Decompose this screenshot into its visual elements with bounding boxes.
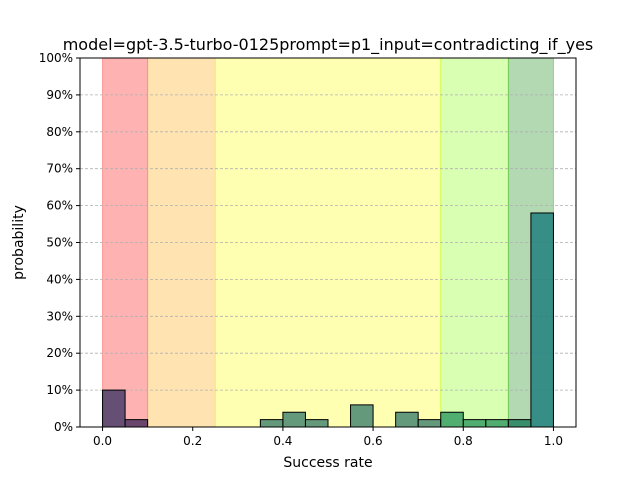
bar-0	[102, 389, 126, 428]
y-tick-label-5: 50%	[46, 236, 73, 250]
bar-2	[259, 419, 284, 428]
x-tick-label-0: 0.0	[93, 434, 112, 448]
y-tick-label-7: 70%	[46, 162, 73, 176]
bar-3	[282, 411, 306, 428]
y-tick-label-3: 30%	[46, 309, 73, 323]
y-tick-label-4: 40%	[46, 272, 73, 286]
x-tick-label-1: 0.2	[183, 434, 202, 448]
bar-10	[485, 419, 509, 428]
y-tick-label-8: 80%	[46, 125, 73, 139]
bar-1	[124, 419, 149, 428]
chart-title: model=gpt-3.5-turbo-0125prompt=p1_input=…	[63, 35, 594, 55]
x-tick-label-3: 0.6	[364, 434, 383, 448]
bars	[102, 212, 554, 428]
x-axis-ticks: 0.0 0.2 0.4 0.6 0.8 1.0	[93, 427, 563, 448]
y-axis-ticks: 0% 10% 20% 30% 40% 50% 60% 70% 80% 90% 100%	[39, 51, 80, 434]
y-tick-label-6: 60%	[46, 199, 73, 213]
bar-12	[530, 212, 554, 428]
x-tick-label-2: 0.4	[273, 434, 292, 448]
bar-11	[507, 419, 532, 428]
x-tick-label-4: 0.8	[454, 434, 473, 448]
bar-8	[440, 411, 464, 428]
y-tick-label-10: 100%	[39, 51, 73, 65]
bar-5	[350, 404, 374, 428]
bar-7	[417, 419, 442, 428]
y-tick-label-0: 0%	[54, 420, 73, 434]
x-tick-label-5: 1.0	[544, 434, 563, 448]
x-axis-label: Success rate	[283, 455, 372, 471]
bar-4	[304, 419, 329, 428]
bar-6	[395, 411, 419, 428]
y-axis-label: probability	[11, 205, 27, 280]
y-tick-label-1: 10%	[46, 383, 73, 397]
y-tick-label-2: 20%	[46, 346, 73, 360]
bar-9	[462, 419, 487, 428]
y-tick-label-9: 90%	[46, 88, 73, 102]
